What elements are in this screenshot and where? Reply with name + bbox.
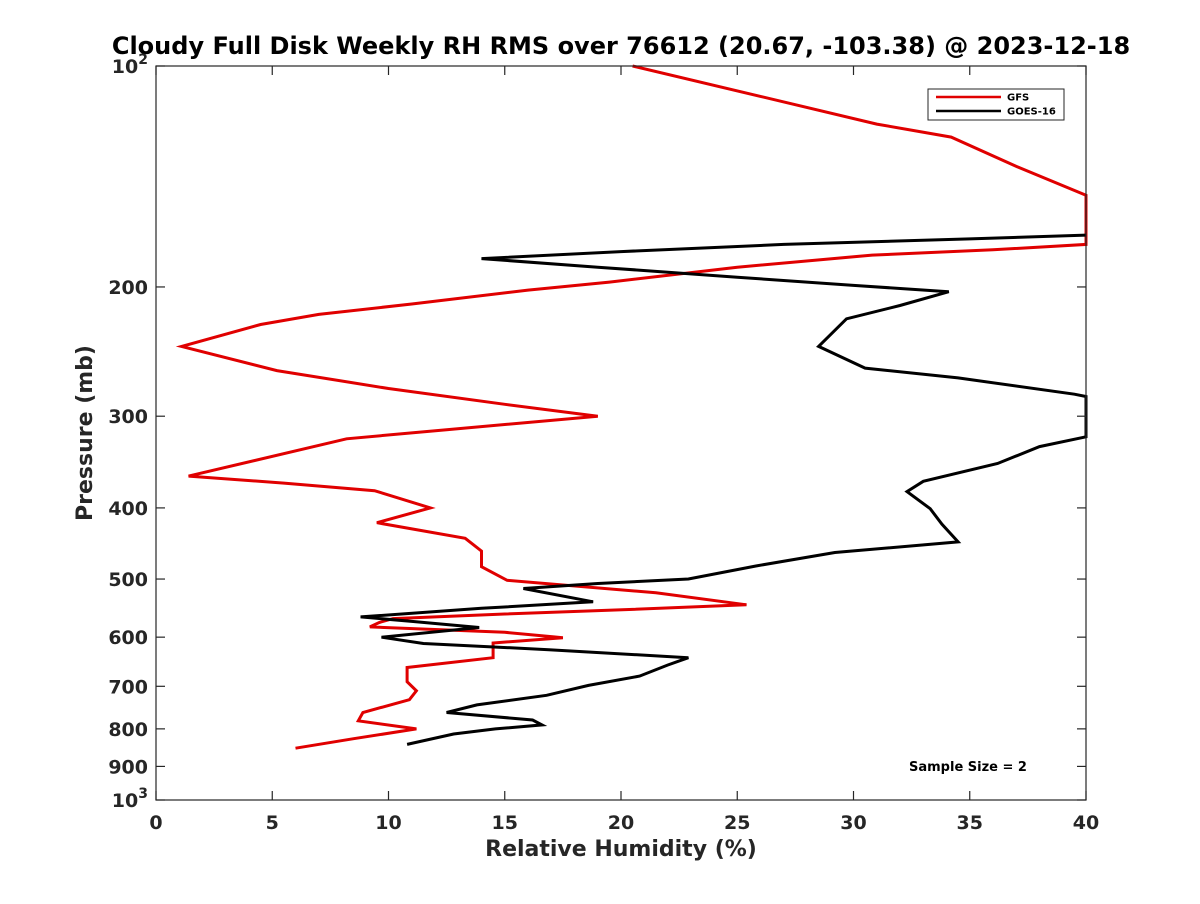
y-tick-label: 800 <box>108 719 148 741</box>
legend-label-goes16: GOES-16 <box>1007 107 1056 118</box>
legend: GFS GOES-16 <box>927 88 1065 121</box>
chart-title: Cloudy Full Disk Weekly RH RMS over 7661… <box>112 32 1130 60</box>
x-tick-label: 35 <box>957 812 983 834</box>
y-tick-label: 200 <box>108 277 148 299</box>
sample-size-annotation: Sample Size = 2 <box>909 760 1027 775</box>
x-tick-label: 30 <box>840 812 866 834</box>
x-tick-label: 0 <box>149 812 162 834</box>
x-tick-label: 15 <box>492 812 518 834</box>
series-line-gfs <box>175 64 1088 750</box>
x-tick-label: 25 <box>724 812 750 834</box>
y-tick-label: 900 <box>108 756 148 778</box>
y-tick-label: 400 <box>108 498 148 520</box>
y-tick-label: 103 <box>112 786 148 812</box>
axes-frame <box>155 65 1087 801</box>
series-line-goes16 <box>360 233 1088 746</box>
x-tick-label: 10 <box>375 812 401 834</box>
x-tick-label: 20 <box>608 812 634 834</box>
x-tick-label: 40 <box>1073 812 1099 834</box>
legend-box <box>927 88 1065 121</box>
y-tick-label: 300 <box>108 406 148 428</box>
y-axis-label: Pressure (mb) <box>73 345 98 521</box>
x-tick-label: 5 <box>266 812 279 834</box>
y-tick-label: 600 <box>108 627 148 649</box>
y-tick-label: 500 <box>108 569 148 591</box>
x-axis-label: Relative Humidity (%) <box>485 837 757 862</box>
legend-label-gfs: GFS <box>1007 93 1029 104</box>
y-tick-label: 102 <box>112 52 148 78</box>
y-tick-label: 700 <box>108 676 148 698</box>
y-axis-ticks: 102 200 300 400 500 600 700 800 900 103 <box>108 52 1086 812</box>
plot-series <box>175 64 1088 750</box>
x-axis-ticks: 0 5 10 15 20 25 30 35 40 <box>149 66 1099 834</box>
